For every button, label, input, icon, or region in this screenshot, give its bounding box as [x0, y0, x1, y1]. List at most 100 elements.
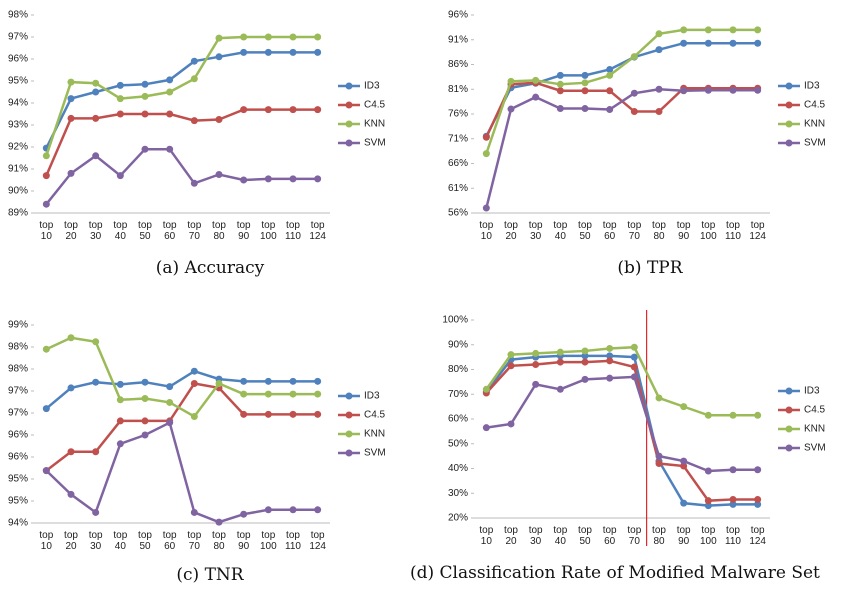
- point: [116, 440, 124, 448]
- point: [166, 110, 174, 118]
- x-tick-label: top 40: [553, 220, 567, 242]
- legend-marker: [785, 444, 793, 452]
- point: [532, 76, 540, 84]
- point: [289, 377, 297, 385]
- series-line: [45, 147, 318, 205]
- series-line: [45, 51, 318, 149]
- point: [507, 362, 515, 370]
- point: [581, 87, 589, 95]
- legend-label: ID3: [804, 81, 820, 92]
- point: [264, 48, 272, 56]
- point: [289, 506, 297, 514]
- point: [116, 110, 124, 118]
- point: [655, 30, 663, 38]
- point: [704, 467, 712, 475]
- point: [166, 145, 174, 153]
- legend-label: SVM: [804, 138, 826, 149]
- y-tick-label: 91%: [8, 164, 28, 175]
- point: [680, 39, 688, 47]
- point: [190, 508, 198, 516]
- point: [680, 87, 688, 95]
- x-tick-label: top 40: [553, 525, 567, 547]
- point: [240, 106, 248, 114]
- x-tick-label: top 40: [113, 220, 127, 242]
- y-tick-label: 98%: [8, 10, 28, 21]
- legend-label: SVM: [804, 443, 826, 454]
- x-tick-label: top 50: [138, 530, 152, 552]
- point: [240, 176, 248, 184]
- x-tick-label: top 10: [479, 525, 493, 547]
- point: [42, 345, 50, 353]
- x-tick-label: top 70: [627, 525, 641, 547]
- y-tick-label: 61%: [448, 183, 468, 194]
- x-tick-label: top 30: [529, 220, 543, 242]
- point: [630, 343, 638, 351]
- x-tick-label: top 40: [113, 530, 127, 552]
- point: [606, 71, 614, 79]
- point: [314, 377, 322, 385]
- point: [240, 410, 248, 418]
- legend-label: C4.5: [804, 405, 826, 416]
- y-tick-label: 40%: [448, 463, 468, 474]
- point: [704, 39, 712, 47]
- caption: (a) Accuracy: [155, 258, 265, 278]
- point: [92, 152, 100, 160]
- point: [264, 175, 272, 183]
- series-line: [485, 359, 758, 502]
- point: [215, 53, 223, 61]
- point: [630, 89, 638, 97]
- point: [141, 92, 149, 100]
- y-tick-label: 76%: [448, 109, 468, 120]
- point: [190, 117, 198, 125]
- point: [556, 71, 564, 79]
- point: [630, 363, 638, 371]
- point: [116, 81, 124, 89]
- point: [314, 506, 322, 514]
- y-tick-label: 99%: [8, 320, 28, 331]
- point: [67, 78, 75, 86]
- point: [141, 145, 149, 153]
- point: [92, 88, 100, 96]
- x-tick-label: top 20: [64, 530, 78, 552]
- point: [240, 510, 248, 518]
- legend-label: ID3: [364, 81, 380, 92]
- point: [754, 495, 762, 503]
- point: [606, 344, 614, 352]
- y-tick-label: 93%: [8, 120, 28, 131]
- caption: (b) TPR: [617, 258, 683, 278]
- legend-marker: [345, 101, 353, 109]
- x-tick-label: top 60: [163, 220, 177, 242]
- legend-marker: [785, 101, 793, 109]
- panel: 56% 61% 66% 71% 76% 81% 86% 91% 96% top 10 top 20 top…: [440, 0, 860, 300]
- point: [240, 48, 248, 56]
- point: [532, 349, 540, 357]
- y-tick-label: 97%: [8, 408, 28, 419]
- point: [215, 171, 223, 178]
- point: [606, 374, 614, 382]
- point: [482, 385, 490, 393]
- x-tick-label: top 30: [89, 530, 103, 552]
- x-tick-label: top 30: [529, 525, 543, 547]
- series-line: [485, 28, 758, 155]
- y-tick-label: 56%: [448, 208, 468, 219]
- panel: 94% 95% 95% 96% 96% 97% 97% 98% 98% 99% top 10 top 20…: [0, 310, 420, 610]
- y-tick-label: 98%: [8, 364, 28, 375]
- x-tick-label: top 124: [749, 220, 766, 242]
- point: [556, 105, 564, 113]
- point: [482, 424, 490, 432]
- x-tick-label: top 110: [285, 220, 301, 242]
- legend-marker: [345, 449, 353, 457]
- point: [289, 390, 297, 398]
- legend-marker: [785, 139, 793, 147]
- point: [67, 95, 75, 103]
- x-tick-label: top 110: [725, 220, 741, 242]
- y-tick-label: 30%: [448, 488, 468, 499]
- caption: (c) TNR: [176, 565, 244, 585]
- panel: 20% 30% 40% 50% 60% 70% 80% 90% 100% top 10 top 20 to…: [410, 305, 860, 605]
- point: [680, 499, 688, 507]
- legend-label: SVM: [364, 138, 386, 149]
- point: [581, 358, 589, 366]
- series-line: [485, 354, 758, 507]
- point: [92, 79, 100, 87]
- point: [581, 352, 589, 360]
